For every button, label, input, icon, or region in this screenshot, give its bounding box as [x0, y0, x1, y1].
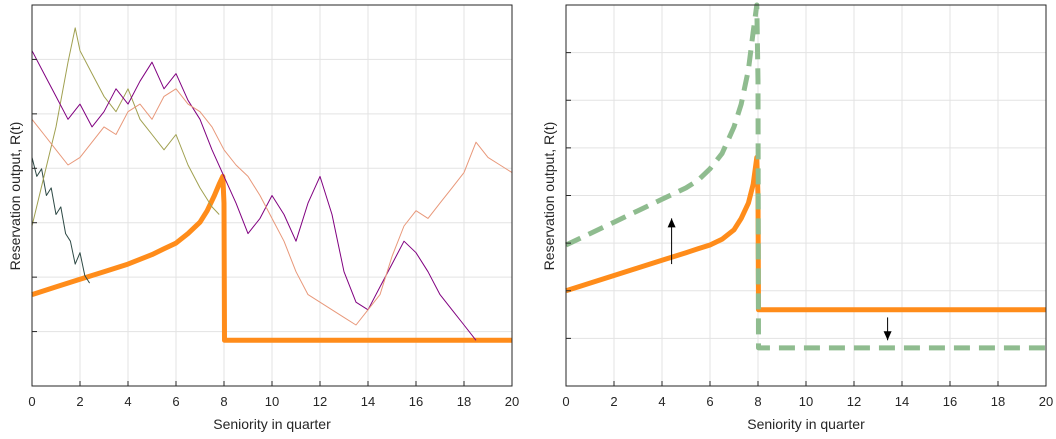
- output-path-line: [31, 27, 220, 227]
- x-tick-label: 20: [1039, 394, 1053, 409]
- x-tick-label: 16: [943, 394, 957, 409]
- arrow-down-icon: [883, 331, 892, 341]
- grid: [566, 5, 1046, 386]
- right-ylabel: Reservation output, R(t): [541, 122, 557, 271]
- x-tick-label: 6: [706, 394, 713, 409]
- x-tick-label: 14: [895, 394, 909, 409]
- left-panel: Reservation output, R(t) Seniority in qu…: [7, 4, 519, 432]
- x-tick-label: 4: [658, 394, 665, 409]
- left-xlabel: Seniority in quarter: [213, 416, 331, 432]
- axes-box: [31, 4, 513, 387]
- x-tick-label: 4: [124, 394, 131, 409]
- x-tick-label: 12: [313, 394, 327, 409]
- plot-area: [31, 27, 513, 343]
- axes-box: [565, 4, 1047, 387]
- x-tick-label: 2: [610, 394, 617, 409]
- x-tick-label: 8: [754, 394, 761, 409]
- x-tick-label: 6: [172, 394, 179, 409]
- x-tick-label: 18: [457, 394, 471, 409]
- output-path-line: [31, 88, 513, 326]
- x-tick-label: 16: [409, 394, 423, 409]
- output-path-line: [31, 157, 91, 284]
- reservation-output-line: [31, 173, 512, 343]
- output-path-line: [31, 50, 477, 341]
- arrow-up-icon: [667, 218, 676, 228]
- x-tick-label: 0: [28, 394, 35, 409]
- x-tick-label: 0: [562, 394, 569, 409]
- x-tick-label: 12: [847, 394, 861, 409]
- plot-area: [564, 2, 1046, 351]
- x-tick-label: 18: [991, 394, 1005, 409]
- x-tick-label: 20: [505, 394, 519, 409]
- shifted-reservation-output-line: [564, 2, 1046, 351]
- x-tick-label: 10: [265, 394, 279, 409]
- x-tick-label: 14: [361, 394, 375, 409]
- x-tick-label: 10: [799, 394, 813, 409]
- left-ylabel: Reservation output, R(t): [7, 122, 23, 271]
- right-panel: Reservation output, R(t) Seniority in qu…: [541, 2, 1053, 432]
- x-tick-label: 8: [220, 394, 227, 409]
- right-xlabel: Seniority in quarter: [747, 416, 865, 432]
- x-tick-label: 2: [76, 394, 83, 409]
